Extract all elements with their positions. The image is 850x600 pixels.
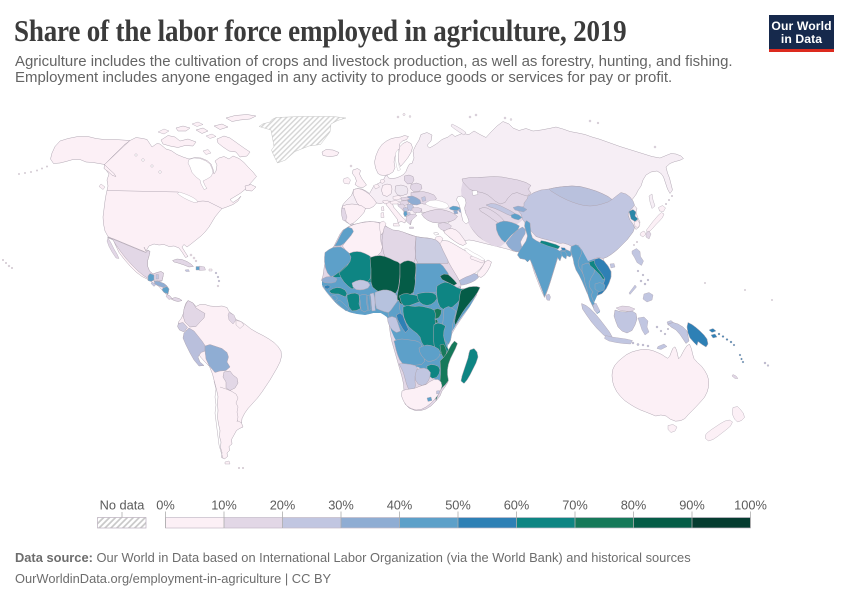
svg-text:100%: 100% [734, 498, 767, 513]
svg-text:40%: 40% [387, 498, 413, 513]
svg-text:10%: 10% [211, 498, 237, 513]
svg-text:30%: 30% [328, 498, 354, 513]
svg-text:20%: 20% [270, 498, 296, 513]
svg-text:90%: 90% [679, 498, 705, 513]
svg-text:0%: 0% [156, 498, 175, 513]
svg-text:No data: No data [100, 498, 146, 513]
svg-text:50%: 50% [445, 498, 471, 513]
svg-text:60%: 60% [504, 498, 530, 513]
svg-text:70%: 70% [562, 498, 588, 513]
svg-text:80%: 80% [621, 498, 647, 513]
